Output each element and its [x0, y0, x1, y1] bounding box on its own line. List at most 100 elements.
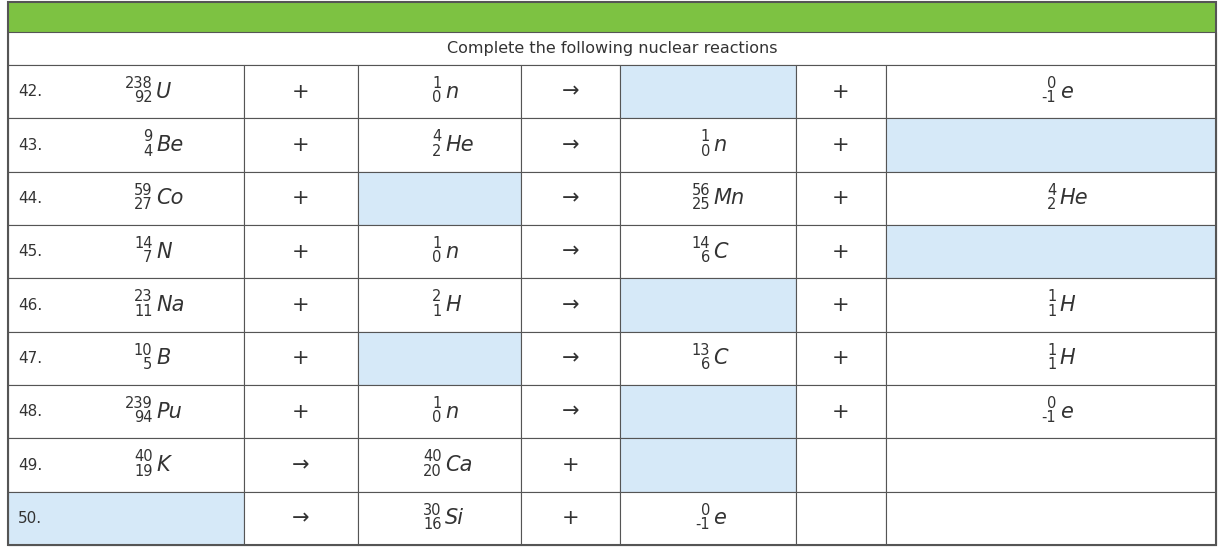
- Text: H: H: [1060, 295, 1076, 315]
- Bar: [359, 225, 521, 278]
- Text: 45.: 45.: [18, 244, 42, 259]
- Text: N: N: [155, 242, 171, 262]
- Bar: [796, 385, 886, 438]
- Text: 1: 1: [1047, 343, 1056, 357]
- Text: 42.: 42.: [18, 84, 42, 99]
- Text: +: +: [832, 348, 849, 368]
- Bar: [886, 225, 1215, 278]
- Text: →: →: [562, 242, 580, 262]
- Text: U: U: [155, 82, 171, 102]
- Bar: [886, 438, 1215, 492]
- Bar: [621, 438, 796, 492]
- Text: 43.: 43.: [18, 137, 43, 153]
- Bar: [9, 385, 244, 438]
- Bar: [359, 332, 521, 385]
- Text: →: →: [562, 348, 580, 368]
- Bar: [244, 65, 359, 119]
- Text: +: +: [293, 402, 310, 422]
- Text: +: +: [293, 242, 310, 262]
- Bar: [621, 332, 796, 385]
- Bar: [359, 385, 521, 438]
- Text: →: →: [562, 135, 580, 155]
- Bar: [9, 332, 244, 385]
- Text: 5: 5: [143, 357, 153, 372]
- Text: B: B: [155, 348, 170, 368]
- Text: +: +: [293, 188, 310, 208]
- Text: n: n: [446, 402, 458, 422]
- Bar: [244, 278, 359, 332]
- Text: 27: 27: [133, 197, 153, 212]
- Bar: [244, 332, 359, 385]
- Bar: [244, 119, 359, 172]
- Text: 1: 1: [1047, 289, 1056, 304]
- Text: +: +: [832, 82, 849, 102]
- Text: Co: Co: [155, 188, 184, 208]
- Text: 0: 0: [1047, 396, 1056, 411]
- Text: 16: 16: [424, 517, 442, 532]
- Text: e: e: [714, 508, 726, 528]
- Text: 40: 40: [424, 449, 442, 464]
- Text: 0: 0: [700, 143, 710, 159]
- Text: 14: 14: [135, 236, 153, 251]
- Text: 7: 7: [143, 250, 153, 265]
- Bar: [796, 119, 886, 172]
- Text: 1: 1: [701, 129, 710, 144]
- Bar: [796, 492, 886, 545]
- Bar: [796, 438, 886, 492]
- Text: 1: 1: [1047, 304, 1056, 318]
- Text: -1: -1: [695, 517, 710, 532]
- Text: 4: 4: [1047, 183, 1056, 198]
- Text: 48.: 48.: [18, 404, 42, 419]
- Text: 0: 0: [432, 250, 442, 265]
- Bar: [359, 492, 521, 545]
- Bar: [9, 2, 1215, 32]
- Text: 1: 1: [432, 304, 442, 318]
- Text: H: H: [1060, 348, 1076, 368]
- Text: →: →: [293, 455, 310, 475]
- Bar: [9, 65, 244, 119]
- Bar: [886, 172, 1215, 225]
- Bar: [521, 65, 621, 119]
- Text: 1: 1: [1047, 357, 1056, 372]
- Text: 4: 4: [143, 143, 153, 159]
- Bar: [9, 32, 1215, 65]
- Text: 0: 0: [432, 90, 442, 105]
- Bar: [521, 225, 621, 278]
- Text: +: +: [832, 188, 849, 208]
- Text: Ca: Ca: [446, 455, 472, 475]
- Text: 2: 2: [1047, 197, 1056, 212]
- Text: Pu: Pu: [155, 402, 182, 422]
- Text: 20: 20: [422, 463, 442, 479]
- Bar: [886, 492, 1215, 545]
- Text: 59: 59: [135, 183, 153, 198]
- Bar: [359, 65, 521, 119]
- Bar: [621, 119, 796, 172]
- Text: 10: 10: [133, 343, 153, 357]
- Text: He: He: [1060, 188, 1088, 208]
- Text: 0: 0: [432, 410, 442, 425]
- Bar: [621, 65, 796, 119]
- Text: →: →: [562, 82, 580, 102]
- Bar: [244, 385, 359, 438]
- Text: 56: 56: [692, 183, 710, 198]
- Bar: [359, 438, 521, 492]
- Text: 19: 19: [135, 463, 153, 479]
- Bar: [521, 172, 621, 225]
- Text: n: n: [714, 135, 727, 155]
- Bar: [621, 278, 796, 332]
- Text: Na: Na: [155, 295, 185, 315]
- Text: 0: 0: [700, 502, 710, 518]
- Bar: [359, 119, 521, 172]
- Bar: [244, 225, 359, 278]
- Bar: [796, 278, 886, 332]
- Text: 11: 11: [135, 304, 153, 318]
- Text: 2: 2: [432, 289, 442, 304]
- Bar: [796, 65, 886, 119]
- Text: 239: 239: [125, 396, 153, 411]
- Bar: [244, 172, 359, 225]
- Text: +: +: [832, 242, 849, 262]
- Bar: [621, 492, 796, 545]
- Bar: [9, 438, 244, 492]
- Bar: [621, 172, 796, 225]
- Text: 2: 2: [432, 143, 442, 159]
